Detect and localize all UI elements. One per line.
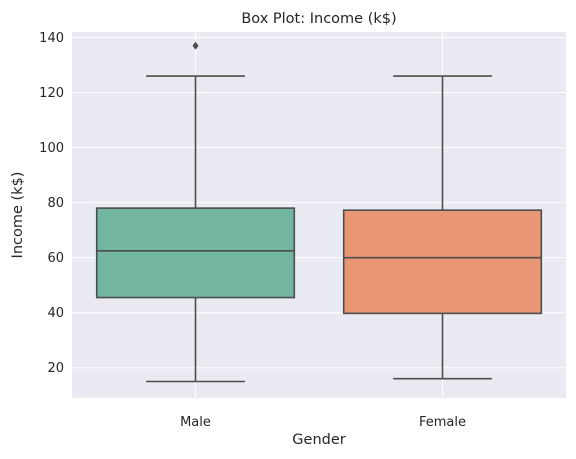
y-tick-label-100: 100: [39, 141, 64, 156]
x-axis-label: Gender: [292, 432, 345, 448]
y-tick-label-40: 40: [47, 306, 64, 321]
y-tick-label-80: 80: [47, 196, 64, 211]
male-box: [95, 207, 296, 299]
x-tick-labels: Male Female: [180, 415, 466, 430]
male-outlier-0: [192, 41, 199, 50]
x-tick-label-female: Female: [419, 415, 466, 430]
female-box: [342, 209, 543, 315]
y-tick-labels: 20 40 60 80 100 120 140: [39, 31, 64, 376]
y-axis-label: Income (k$): [10, 172, 26, 259]
y-tick-label-120: 120: [39, 86, 64, 101]
boxes-group: [95, 41, 543, 383]
y-tick-label-60: 60: [47, 251, 64, 266]
x-tick-label-male: Male: [180, 415, 211, 430]
chart-title: Box Plot: Income (k$): [241, 11, 396, 27]
y-tick-label-20: 20: [47, 361, 64, 376]
y-tick-label-140: 140: [39, 31, 64, 46]
